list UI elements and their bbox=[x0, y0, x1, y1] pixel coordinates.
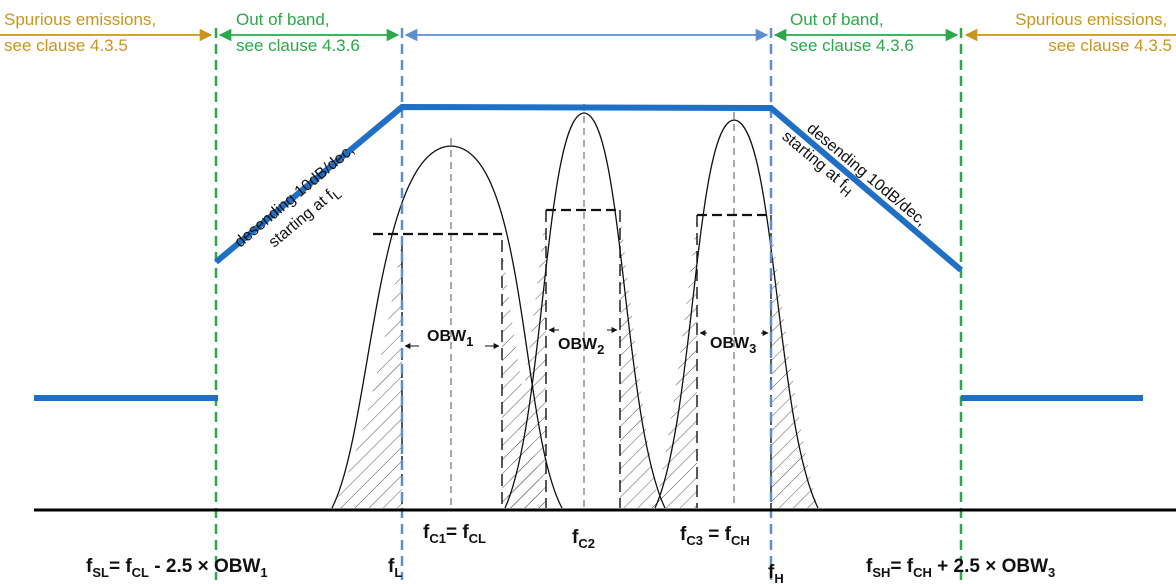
fh-label: fH bbox=[768, 562, 784, 584]
carrier-2-curve bbox=[504, 112, 666, 509]
hatch-carrier-1-right bbox=[502, 245, 545, 508]
spectrum-mask bbox=[34, 103, 1143, 401]
hatch-carrier-3-left bbox=[655, 215, 697, 508]
oob-left-label: Out of band, see clause 4.3.6 bbox=[236, 10, 360, 55]
boundary-lines bbox=[214, 28, 963, 580]
fl-label: fL bbox=[388, 556, 402, 580]
carrier-3-curve bbox=[654, 119, 819, 509]
carrier-1-curve bbox=[331, 145, 563, 509]
hatch-carrier-2-right bbox=[620, 210, 660, 508]
top-label-group: Spurious emissions, see clause 4.3.5 Out… bbox=[4, 10, 1172, 55]
obw2-label: OBW2 bbox=[558, 336, 604, 357]
fc2-label: fC2 bbox=[572, 527, 595, 551]
obw-arrows bbox=[404, 327, 769, 349]
hatched-regions bbox=[332, 210, 818, 508]
fsl-formula-label: fSL= fCL - 2.5 × OBW1 bbox=[86, 556, 268, 580]
fsh-formula-label: fSH= fCH + 2.5 × OBW3 bbox=[866, 556, 1055, 580]
slope-label-left: desending 10dB/dec, starting at fL bbox=[232, 139, 378, 271]
spurious-right-label: Spurious emissions, see clause 4.3.5 bbox=[1015, 10, 1172, 55]
hatch-carrier-3-right bbox=[772, 230, 818, 508]
obw-edge-lines bbox=[401, 210, 772, 508]
center-lines bbox=[450, 104, 735, 508]
mask-inband bbox=[214, 103, 963, 273]
oob-right-label: Out of band, see clause 4.3.6 bbox=[790, 10, 914, 55]
obw1-label: OBW1 bbox=[427, 328, 473, 349]
spurious-left-label: Spurious emissions, see clause 4.3.5 bbox=[4, 10, 161, 55]
obw3-label: OBW3 bbox=[710, 335, 756, 356]
power-level-lines bbox=[373, 208, 771, 236]
carrier-curves bbox=[331, 112, 819, 509]
fc1-label: fC1= fCL bbox=[423, 522, 486, 546]
hatch-carrier-1-left bbox=[332, 240, 402, 508]
hatch-carrier-2-left bbox=[505, 210, 546, 508]
fc3-label: fC3 = fCH bbox=[680, 524, 750, 548]
